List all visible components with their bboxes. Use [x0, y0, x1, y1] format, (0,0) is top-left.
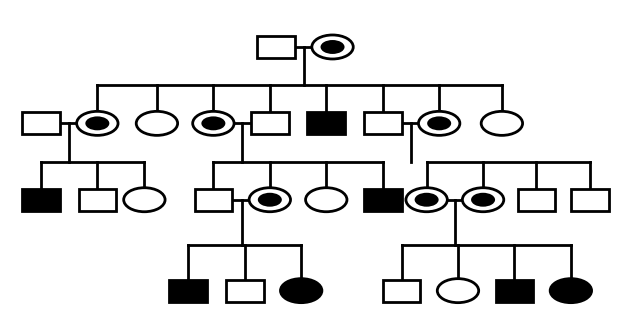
Circle shape: [258, 193, 282, 207]
Bar: [251, 113, 289, 134]
Circle shape: [481, 111, 523, 135]
Bar: [495, 280, 533, 302]
Circle shape: [471, 193, 495, 207]
Circle shape: [202, 116, 225, 130]
Bar: [79, 189, 116, 211]
Bar: [195, 189, 232, 211]
Bar: [22, 113, 60, 134]
Bar: [364, 113, 401, 134]
Bar: [364, 189, 401, 211]
Bar: [383, 280, 420, 302]
Circle shape: [124, 188, 165, 212]
Circle shape: [321, 40, 344, 54]
Bar: [257, 36, 295, 58]
Circle shape: [77, 111, 118, 135]
Circle shape: [427, 116, 451, 130]
Bar: [226, 280, 264, 302]
Bar: [170, 280, 207, 302]
Circle shape: [85, 116, 109, 130]
Circle shape: [280, 279, 322, 303]
Bar: [22, 189, 60, 211]
Circle shape: [136, 111, 178, 135]
Bar: [518, 189, 556, 211]
Circle shape: [305, 188, 347, 212]
Bar: [307, 113, 345, 134]
Circle shape: [415, 193, 438, 207]
Circle shape: [249, 188, 291, 212]
Circle shape: [550, 279, 591, 303]
Circle shape: [312, 35, 353, 59]
Circle shape: [437, 279, 479, 303]
Circle shape: [193, 111, 234, 135]
Circle shape: [406, 188, 447, 212]
Circle shape: [419, 111, 460, 135]
Circle shape: [462, 188, 504, 212]
Bar: [571, 189, 609, 211]
